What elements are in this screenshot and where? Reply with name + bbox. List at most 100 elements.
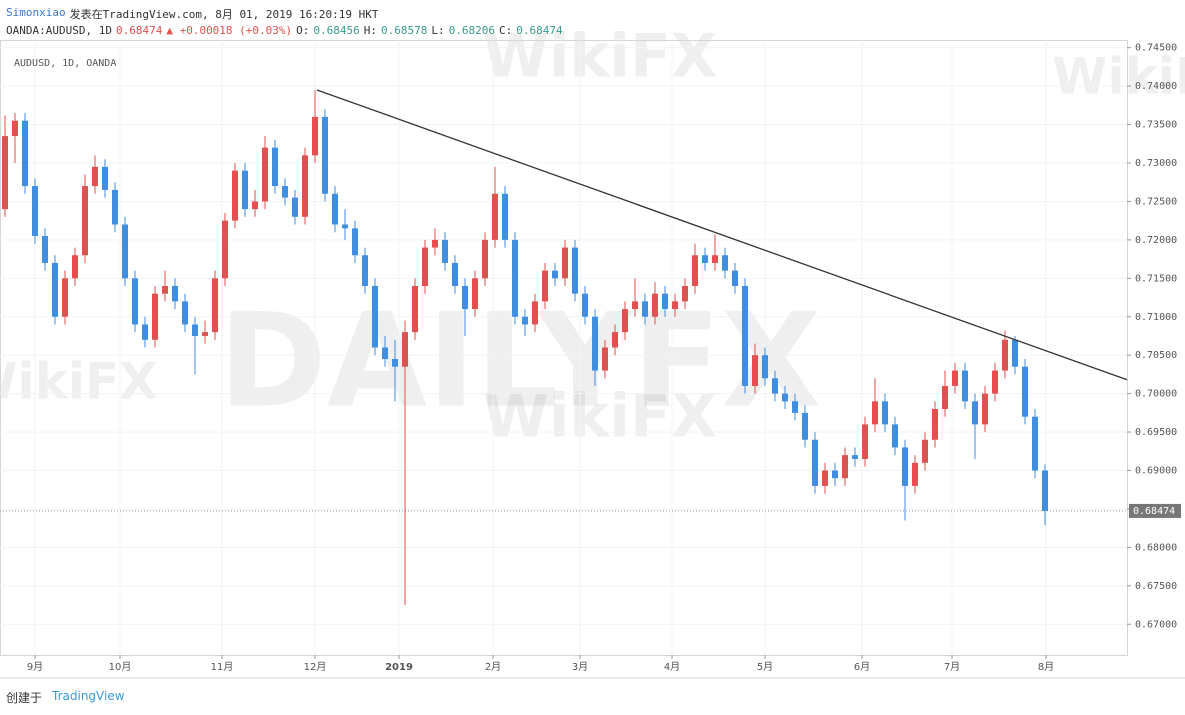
- x-tick-label: 2019: [385, 662, 413, 673]
- watermark: DAILYFX: [219, 285, 822, 437]
- candle-body: [382, 347, 388, 360]
- candle-body: [742, 286, 748, 386]
- candle-body: [342, 224, 348, 229]
- candle-body: [1022, 366, 1028, 417]
- candle-body: [792, 401, 798, 413]
- candle-body: [692, 255, 698, 286]
- candle-body: [132, 278, 138, 325]
- candle-body: [142, 324, 148, 340]
- candle-body: [372, 286, 378, 348]
- candle-body: [192, 324, 198, 336]
- candle-body: [22, 120, 28, 187]
- candle-body: [122, 224, 128, 279]
- candle-body: [982, 393, 988, 425]
- candle-body: [292, 197, 298, 217]
- y-tick-label: 0.69000: [1135, 466, 1177, 477]
- published: 发表在TradingView.com, 8月 01, 2019 16:20:19…: [69, 8, 379, 21]
- candle-body: [642, 301, 648, 317]
- footer: 创建于 TradingView: [6, 689, 125, 706]
- candle-body: [462, 286, 468, 310]
- candle-body: [442, 239, 448, 263]
- x-tick-label: 10月: [109, 661, 132, 673]
- candle-body: [482, 239, 488, 279]
- candle-body: [932, 409, 938, 440]
- candle-body: [962, 370, 968, 402]
- candle-body: [702, 255, 708, 263]
- candle-body: [312, 116, 318, 156]
- candle-body: [232, 170, 238, 221]
- y-tick-label: 0.68000: [1135, 542, 1177, 553]
- candle-body: [112, 189, 118, 225]
- candle-body: [352, 228, 358, 256]
- candle-body: [732, 270, 738, 286]
- candle-body: [172, 286, 178, 302]
- x-tick-label: 6月: [854, 661, 870, 673]
- candle-body: [572, 247, 578, 294]
- quote-line: OANDA:AUDUSD, 1D 0.68474 ▲ +0.00018 (+0.…: [6, 24, 563, 37]
- candle-body: [552, 270, 558, 279]
- candle-body: [712, 255, 718, 263]
- candle-body: [82, 186, 88, 256]
- symbol: OANDA:AUDUSD, 1D: [6, 24, 112, 37]
- candle-body: [202, 332, 208, 336]
- brand[interactable]: TradingView: [52, 689, 125, 703]
- candle-body: [252, 201, 258, 210]
- quote-value: 0.68578: [381, 24, 428, 37]
- candle-body: [752, 355, 758, 386]
- candle-body: [632, 301, 638, 310]
- candle-body: [412, 286, 418, 333]
- candle-body: [332, 193, 338, 225]
- candle-body: [522, 316, 528, 325]
- candle-body: [972, 401, 978, 425]
- quote-key: L:: [431, 24, 445, 37]
- author[interactable]: Simonxiao: [6, 6, 66, 19]
- candle-body: [62, 278, 68, 317]
- y-tick-label: 0.74500: [1135, 43, 1177, 54]
- x-tick-label: 9月: [27, 661, 43, 673]
- candle-body: [472, 278, 478, 310]
- candle-body: [992, 370, 998, 394]
- quote-key: H:: [363, 24, 378, 37]
- last-price-label: 0.68474: [1133, 506, 1175, 517]
- candle-body: [622, 309, 628, 333]
- candle-body: [542, 270, 548, 302]
- y-tick-label: 0.72000: [1135, 235, 1177, 246]
- y-tick-label: 0.72500: [1135, 196, 1177, 207]
- price: 0.68474: [115, 24, 163, 37]
- candle-body: [892, 424, 898, 448]
- candle-body: [532, 301, 538, 325]
- y-tick-label: 0.71500: [1135, 273, 1177, 284]
- candle-body: [852, 455, 858, 459]
- candle-body: [842, 455, 848, 479]
- candle-body: [612, 332, 618, 348]
- candle-body: [72, 255, 78, 279]
- candle-body: [162, 286, 168, 294]
- candle-body: [152, 293, 158, 340]
- candle-body: [262, 147, 268, 202]
- candle-body: [302, 155, 308, 217]
- trendline: [316, 89, 1128, 381]
- y-tick-label: 0.69500: [1135, 427, 1177, 438]
- quote-key: O:: [296, 24, 310, 37]
- y-tick-label: 0.71000: [1135, 312, 1177, 323]
- watermark: WikiFX: [1052, 48, 1185, 106]
- candle-body: [212, 278, 218, 333]
- candle-body: [12, 120, 18, 137]
- candle-body: [42, 236, 48, 263]
- x-tick-label: 3月: [572, 661, 588, 673]
- candle-body: [282, 186, 288, 198]
- candle-body: [32, 186, 38, 237]
- candle-body: [432, 239, 438, 248]
- candle-body: [322, 116, 328, 194]
- candle-body: [832, 470, 838, 479]
- candle-body: [652, 293, 658, 317]
- x-tick-label: 12月: [304, 661, 327, 673]
- candle-body: [672, 301, 678, 310]
- candle-body: [592, 316, 598, 371]
- candle-body: [922, 439, 928, 463]
- change: ▲ +0.00018 (+0.03%): [166, 24, 293, 37]
- candle-body: [602, 347, 608, 371]
- quote-value: 0.68206: [448, 24, 495, 37]
- candle-body: [762, 355, 768, 379]
- x-tick-label: 2月: [485, 661, 501, 673]
